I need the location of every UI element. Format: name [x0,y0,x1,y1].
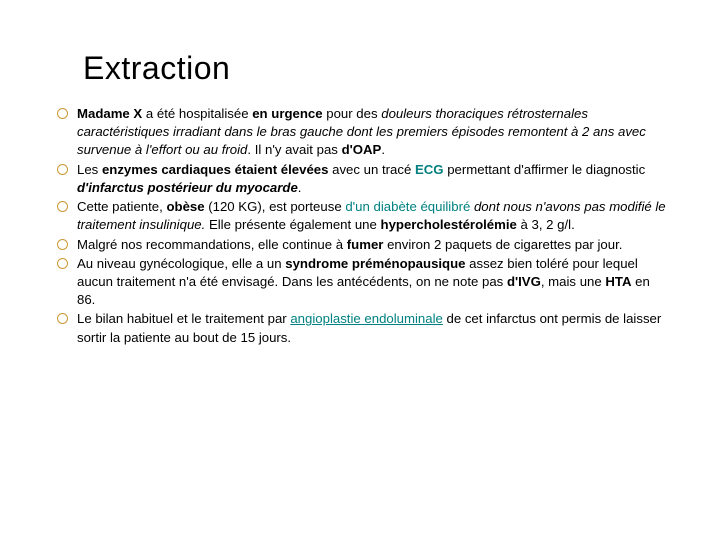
paragraph: Les enzymes cardiaques étaient élevées a… [55,161,670,197]
slide-body: Madame X a été hospitalisée en urgence p… [55,105,670,347]
paragraph: Cette patiente, obèse (120 KG), est port… [55,198,670,234]
slide: Extraction Madame X a été hospitalisée e… [0,0,720,540]
paragraph: Madame X a été hospitalisée en urgence p… [55,105,670,160]
paragraph: Au niveau gynécologique, elle a un syndr… [55,255,670,310]
paragraph: Malgré nos recommandations, elle continu… [55,236,670,254]
paragraph: Le bilan habituel et le traitement par a… [55,310,670,346]
slide-title: Extraction [83,50,670,87]
